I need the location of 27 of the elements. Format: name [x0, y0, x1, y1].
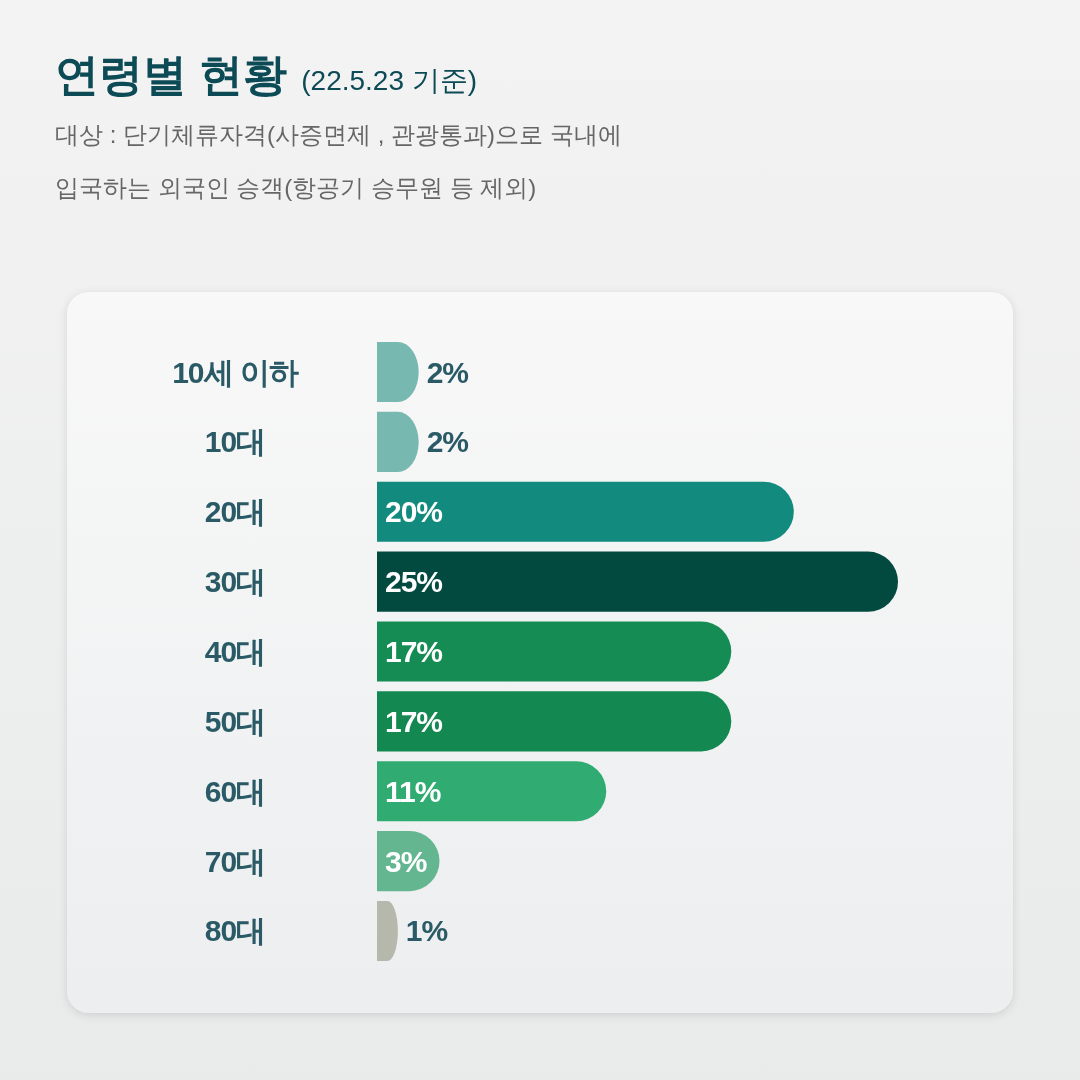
data-label: 25% — [385, 565, 443, 599]
data-label: 17% — [385, 704, 443, 738]
bar — [377, 621, 732, 682]
y-tick-label: 40대 — [204, 635, 266, 668]
chart-title: 연령별 현황 — [55, 50, 288, 99]
data-label: 2% — [426, 355, 469, 389]
y-tick-label: 80대 — [204, 914, 266, 948]
y-tick-label: 50대 — [204, 704, 266, 738]
data-label: 3% — [385, 844, 427, 878]
y-tick-label: 30대 — [204, 565, 266, 599]
bar — [377, 481, 794, 542]
bar — [377, 691, 732, 752]
bar — [377, 761, 607, 822]
text: 입국하는 외국인 승객(항공기 승무원 등 제외) — [55, 174, 537, 201]
data-label: 20% — [385, 495, 443, 529]
y-tick-label: 20대 — [204, 495, 266, 529]
data-label: 1% — [405, 914, 448, 948]
chart-subtitle: (22.5.23 기준) — [301, 65, 478, 96]
text: 대상 : 단기체류자격(사증면제 , 관광통과)으로 국내에 — [55, 121, 622, 148]
data-label: 17% — [385, 635, 443, 668]
y-tick-label: 60대 — [204, 774, 266, 808]
data-label: 2% — [426, 425, 469, 459]
y-tick-label: 70대 — [204, 844, 266, 878]
bar — [377, 551, 898, 612]
y-tick-label: 10대 — [204, 425, 266, 459]
data-label: 11% — [385, 774, 441, 808]
y-tick-label: 10세 이하 — [172, 355, 299, 389]
